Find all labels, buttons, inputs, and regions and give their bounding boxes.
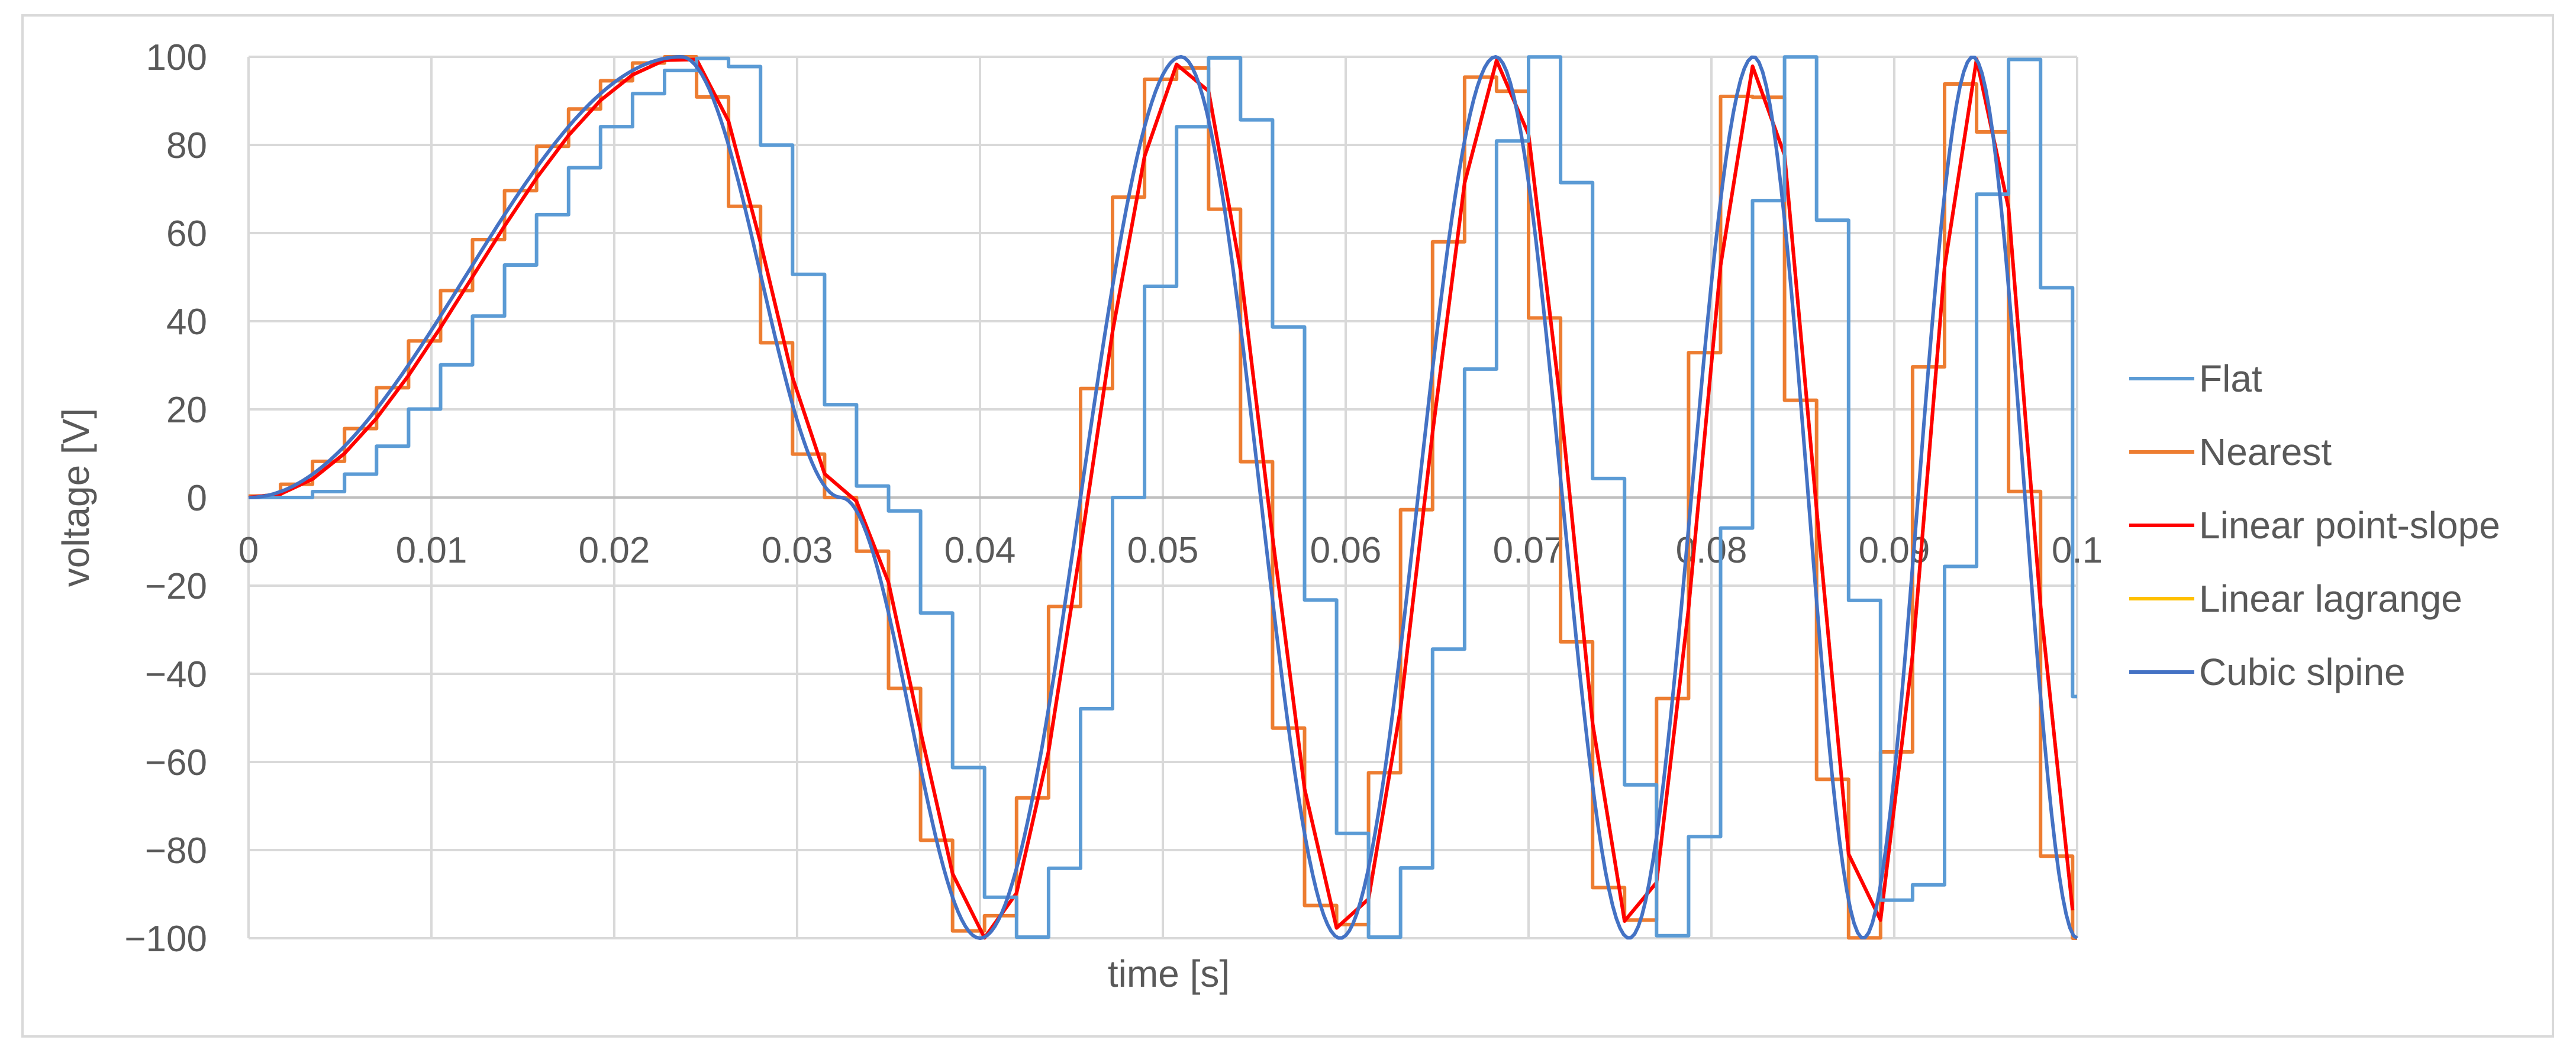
x-tick-label: 0.07	[1493, 530, 1565, 571]
series-layer	[248, 55, 2078, 940]
y-tick-label: 40	[166, 302, 207, 343]
y-tick-label: −40	[145, 654, 207, 695]
x-axis-title: time [s]	[1108, 952, 1230, 995]
legend: Flat Nearest Linear point-slope Linear lagr…	[2129, 357, 2500, 693]
x-tick-label: 0.1	[2052, 530, 2103, 571]
y-tick-label: −100	[124, 919, 207, 960]
y-tick-label: −20	[145, 566, 207, 607]
y-tick-label: 0	[187, 478, 207, 519]
series-line-cubic-slpine	[248, 55, 2078, 940]
x-tick-label: 0.05	[1127, 530, 1199, 571]
legend-label: Cubic slpine	[2199, 651, 2406, 693]
y-tick-label: 20	[166, 390, 207, 431]
tick-layer: 100 80 60 40 20 0 −20 −40 −60 −80 −100 0 0.01 0.02 0.0…	[124, 37, 2103, 960]
y-axis-title: voltage [V]	[54, 408, 97, 587]
x-tick-label: 0.09	[1859, 530, 1930, 571]
chart-frame	[21, 14, 2554, 1038]
x-tick-label: 0.03	[762, 530, 833, 571]
x-tick-label: 0.02	[579, 530, 650, 571]
grid-layer	[247, 56, 2078, 939]
x-tick-label: 0	[238, 530, 259, 571]
y-tick-label: 60	[166, 214, 207, 254]
x-tick-label: 0.01	[396, 530, 468, 571]
series-line-flat	[249, 55, 2077, 939]
legend-label: Linear lagrange	[2199, 577, 2462, 620]
legend-label: Nearest	[2199, 431, 2332, 473]
legend-label: Flat	[2199, 357, 2262, 400]
y-tick-label: 100	[146, 37, 207, 78]
x-tick-label: 0.06	[1310, 530, 1382, 571]
series-line-linear-point-slope	[248, 57, 2075, 940]
y-tick-label: −60	[145, 742, 207, 783]
series-line-nearest	[249, 55, 2077, 940]
y-tick-label: −80	[145, 831, 207, 871]
x-tick-label: 0.04	[944, 530, 1016, 571]
y-tick-label: 80	[166, 125, 207, 166]
legend-label: Linear point-slope	[2199, 504, 2500, 547]
